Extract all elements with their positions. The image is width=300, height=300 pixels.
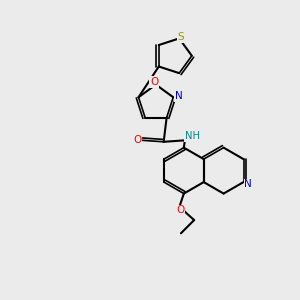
Text: NH: NH [185, 131, 200, 141]
Text: O: O [150, 77, 158, 87]
Text: O: O [133, 135, 141, 145]
Text: N: N [175, 91, 183, 101]
Text: O: O [176, 206, 184, 215]
Text: N: N [244, 179, 252, 190]
Text: S: S [177, 32, 184, 42]
